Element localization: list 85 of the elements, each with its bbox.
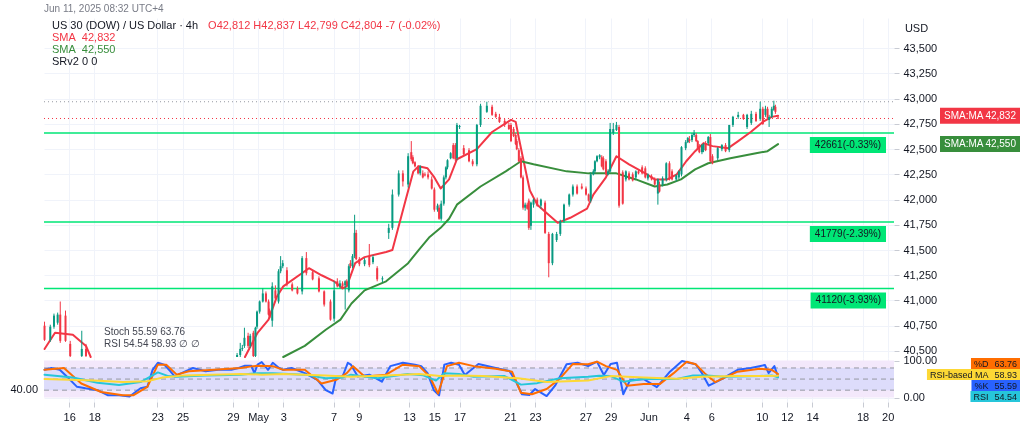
candlestick	[285, 266, 288, 287]
x-tick-label: 18	[856, 410, 870, 423]
annotation: Stoch 55.59 63.76	[104, 326, 186, 337]
x-tick-label: 29	[227, 410, 240, 423]
x-tick-label: 4	[683, 410, 690, 423]
candlestick	[755, 111, 758, 123]
x-tick-label: 25	[176, 410, 190, 423]
x-tick-label: 15	[428, 410, 441, 423]
text: Jun 11, 2025 08:32 UTC+4	[44, 3, 165, 14]
text: 54.54	[994, 391, 1017, 402]
text: %D	[973, 358, 989, 369]
ref-line-label: 41779(-2.39%)	[814, 227, 881, 239]
y-tick-label: 43,500	[903, 41, 938, 54]
y-tick-label: 100.00	[903, 354, 938, 367]
candlestick	[401, 169, 404, 187]
x-tick-label: 7	[331, 410, 338, 423]
x-tick-label: 23	[151, 410, 164, 423]
candlestick	[371, 254, 374, 265]
x-tick-label: 21	[504, 410, 517, 423]
y-tick-label: 42,750	[903, 117, 938, 130]
candlestick	[305, 251, 308, 276]
x-tick-label: Jun	[640, 410, 658, 423]
candlestick	[80, 330, 83, 358]
annotation: 42,832	[81, 31, 116, 43]
y-tick-label: 0.00	[903, 391, 925, 404]
y-tick-label: 43,250	[903, 66, 938, 79]
annotation: SRv2 0 0	[52, 55, 98, 67]
x-tick-label: 12	[781, 410, 794, 423]
candlestick	[236, 352, 239, 358]
text: SMA:MA	[944, 138, 984, 150]
text: 42,550	[985, 138, 1017, 150]
candlestick	[562, 203, 565, 224]
text: 42,832	[985, 109, 1017, 121]
line-series	[282, 143, 780, 358]
x-tick-label: 20	[882, 410, 895, 423]
x-tick-label: 13	[403, 410, 416, 423]
text: 63.76	[994, 358, 1017, 369]
y-tick-label: 41,000	[903, 293, 938, 306]
candlestick	[479, 103, 482, 128]
y-tick-label: 41,500	[903, 243, 938, 256]
text: RSI-based MA	[929, 369, 989, 380]
x-tick-label: 10	[756, 410, 769, 423]
candlestick	[665, 161, 668, 182]
y-tick-label: 41,750	[903, 218, 938, 231]
y-tick-label: 42,000	[903, 193, 938, 206]
y-tick-label: 42,500	[903, 142, 938, 155]
x-tick-label: 17	[453, 410, 467, 423]
x-tick-label: 23	[529, 410, 542, 423]
y-tick-label: 43,000	[903, 92, 938, 105]
x-tick-label: 27	[579, 410, 593, 423]
candlestick	[397, 169, 400, 198]
text: RSI	[973, 391, 989, 402]
x-tick-label: 18	[88, 410, 101, 423]
candlestick	[427, 170, 430, 180]
ref-line-label: 41120(-3.93%)	[815, 294, 882, 306]
candlestick	[243, 327, 246, 349]
x-tick-label: 6	[708, 410, 715, 423]
chart-title: US 30 (DOW) / US Dollar · 4h	[52, 19, 199, 31]
text: 40.00	[10, 383, 38, 395]
x-tick-label: 9	[356, 410, 363, 423]
x-tick-label: May	[248, 410, 270, 423]
ref-line-label: 42661(-0.33%)	[814, 138, 881, 150]
y-tick-label: 41,250	[903, 268, 938, 281]
y-tick-label: 40,500	[903, 344, 938, 357]
x-tick-label: 16	[63, 410, 76, 423]
x-tick-label: 14	[806, 410, 819, 423]
x-tick-label: 3	[280, 410, 287, 423]
annotation: O42,812 H42,837 L42,799 C42,804 -7 (-0.02%)	[208, 19, 441, 31]
candlestick	[368, 243, 371, 268]
candlestick	[529, 201, 532, 231]
candlestick	[468, 147, 470, 163]
y-tick-label: 40,750	[903, 319, 938, 332]
text: 55.59	[994, 380, 1017, 391]
candlestick	[43, 321, 46, 342]
text: %K	[974, 380, 989, 391]
candlestick	[329, 298, 332, 322]
y-tick-label: 42,250	[903, 167, 938, 180]
annotation: RSI 54.54 58.93 ∅ ∅	[104, 338, 200, 349]
text: SMA:MA	[944, 109, 984, 121]
annotation: 42,550	[81, 43, 116, 55]
x-tick-label: 29	[605, 410, 618, 423]
text: SMA	[52, 43, 77, 55]
text: SMA	[52, 31, 77, 43]
y-axis-title: USD	[904, 21, 929, 34]
text: 58.93	[994, 369, 1017, 380]
